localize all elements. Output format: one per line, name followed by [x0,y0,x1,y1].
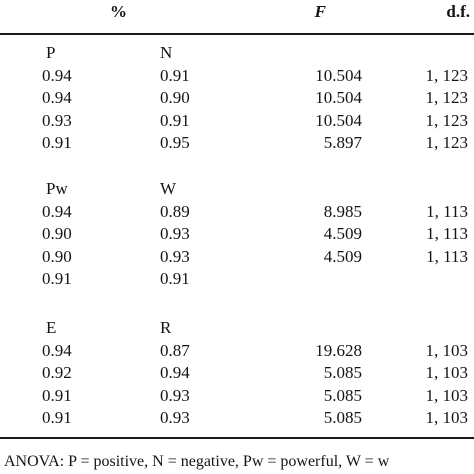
cell-f-value: 5.085 [323,408,362,427]
cell-value-a: 0.93 [42,110,72,130]
cell-value-b: 0.89 [160,201,190,221]
cell-f-value: 5.085 [323,363,362,382]
bottom-rule [0,437,474,439]
cell-df-value: 1, 103 [425,385,469,405]
cell-f-value: 19.628 [315,340,362,360]
cell-value-a: 0.94 [42,340,72,360]
cell-value-b: 0.91 [160,65,190,85]
cell-df-value: 1, 123 [425,65,469,85]
cell-df-value: 1, 103 [425,408,469,427]
cell-value-b: 0.91 [160,269,190,288]
cell-f-value: 8.985 [323,201,362,221]
cell-value-b: 0.90 [160,88,190,107]
cell-df-value: 1, 113 [426,224,468,243]
cell-f-value: 10.504 [315,110,362,130]
header-percent: % [110,2,127,21]
cell-value-b: 0.94 [160,363,190,382]
cell-df-value: 1, 123 [425,110,469,130]
cell-df-value: 1, 103 [425,363,469,382]
cell-f-value: 5.897 [323,133,362,152]
cell-df-value: 1, 113 [426,201,468,221]
cell-df-value: 1, 123 [425,88,469,107]
cell-f-value: 10.504 [315,88,362,107]
cell-value-a: 0.94 [42,201,72,221]
cell-value-b: 0.91 [160,110,190,130]
cell-df-value: 1, 113 [426,246,468,266]
cell-value-a: 0.90 [42,224,72,243]
cell-value-b: 0.93 [160,224,190,243]
cell-value-a: 0.94 [42,88,72,107]
cell-value-b: 0.93 [160,246,190,266]
cell-f-value: 4.509 [323,224,362,243]
cell-value-a: 0.91 [42,408,72,427]
cell-f-value: 10.504 [315,65,362,85]
cell-value-b: 0.93 [160,408,190,427]
group-label-b: W [160,179,177,198]
header-df: d.f. [446,2,470,21]
cell-value-b: 0.95 [160,133,190,152]
cell-df-value: 1, 103 [425,340,469,360]
cell-f-value: 4.509 [323,246,362,266]
cell-value-a: 0.91 [42,269,72,288]
cell-df-value: 1, 123 [425,133,469,152]
group-label-a: P [46,43,56,62]
cell-value-a: 0.91 [42,133,72,152]
group-label-b: N [160,43,173,62]
header-f: F [314,2,326,21]
cell-value-a: 0.90 [42,246,72,266]
group-label-a: Pw [46,179,68,198]
cell-value-b: 0.93 [160,385,190,405]
cell-value-a: 0.94 [42,65,72,85]
cell-value-b: 0.87 [160,340,190,360]
cell-value-a: 0.92 [42,363,72,382]
group-label-b: R [160,318,172,337]
header-rule [0,33,474,35]
group-label-a: E [46,318,57,337]
table-footnote: ANOVA: P = positive, N = negative, Pw = … [4,453,390,470]
cell-value-a: 0.91 [42,385,72,405]
cell-f-value: 5.085 [323,385,362,405]
